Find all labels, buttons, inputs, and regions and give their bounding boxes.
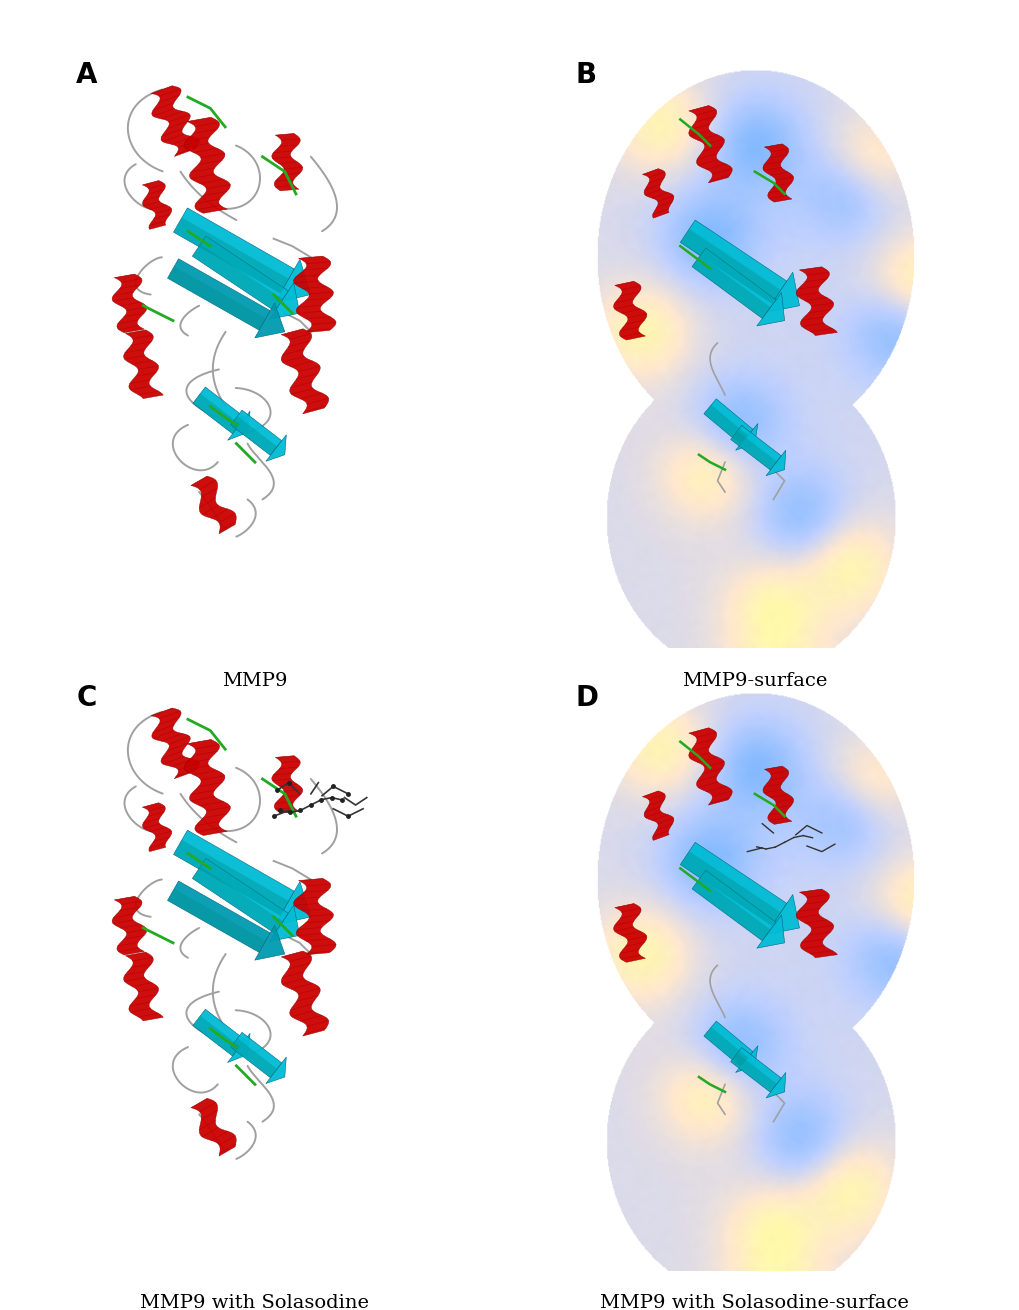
Polygon shape (143, 803, 171, 852)
Polygon shape (691, 255, 769, 318)
Polygon shape (765, 451, 785, 476)
Text: D: D (576, 684, 598, 711)
Polygon shape (735, 1045, 757, 1073)
Polygon shape (688, 728, 732, 806)
Polygon shape (703, 405, 747, 444)
Polygon shape (762, 766, 793, 824)
Text: MMP9 with Solasodine-surface: MMP9 with Solasodine-surface (600, 1294, 908, 1310)
Polygon shape (691, 878, 769, 941)
Polygon shape (293, 257, 335, 333)
Polygon shape (193, 236, 288, 312)
Polygon shape (796, 267, 837, 335)
Polygon shape (167, 266, 266, 330)
Polygon shape (167, 888, 266, 952)
Text: A: A (76, 62, 98, 89)
Polygon shape (266, 1057, 286, 1083)
Polygon shape (680, 852, 781, 926)
Text: MMP9-surface: MMP9-surface (682, 672, 826, 690)
Polygon shape (269, 905, 300, 942)
Polygon shape (756, 292, 784, 326)
Polygon shape (703, 1020, 752, 1066)
Polygon shape (266, 435, 286, 461)
Polygon shape (193, 244, 282, 312)
Polygon shape (293, 879, 335, 955)
Polygon shape (680, 229, 781, 304)
Polygon shape (730, 431, 776, 470)
Polygon shape (765, 272, 799, 312)
Polygon shape (193, 393, 239, 434)
Polygon shape (762, 144, 793, 202)
Polygon shape (730, 1048, 781, 1093)
Polygon shape (275, 882, 311, 925)
Text: C: C (76, 684, 97, 711)
Polygon shape (173, 840, 288, 916)
Polygon shape (703, 1027, 747, 1066)
Text: B: B (576, 62, 596, 89)
Polygon shape (271, 756, 303, 814)
Polygon shape (230, 1032, 281, 1078)
Polygon shape (271, 134, 303, 191)
Polygon shape (735, 423, 757, 451)
Polygon shape (613, 904, 646, 963)
Polygon shape (151, 86, 200, 156)
Polygon shape (255, 925, 284, 960)
Polygon shape (151, 709, 200, 778)
Polygon shape (183, 118, 230, 214)
Polygon shape (680, 842, 786, 926)
Polygon shape (730, 1053, 776, 1093)
Polygon shape (183, 740, 230, 836)
Polygon shape (230, 1039, 277, 1078)
Polygon shape (642, 791, 674, 841)
Polygon shape (123, 330, 163, 398)
Polygon shape (765, 1073, 785, 1098)
Polygon shape (691, 248, 775, 318)
Polygon shape (167, 882, 270, 952)
Polygon shape (613, 282, 646, 341)
Polygon shape (275, 259, 311, 303)
Polygon shape (227, 1034, 250, 1062)
Polygon shape (173, 217, 288, 293)
Polygon shape (642, 169, 674, 219)
Polygon shape (796, 889, 837, 958)
Polygon shape (230, 410, 281, 456)
Polygon shape (193, 858, 288, 934)
Polygon shape (730, 426, 781, 470)
Polygon shape (193, 1009, 245, 1056)
Polygon shape (703, 398, 752, 444)
Polygon shape (193, 1015, 239, 1056)
Polygon shape (680, 220, 786, 304)
Polygon shape (112, 896, 147, 955)
Polygon shape (193, 866, 282, 934)
Polygon shape (227, 411, 250, 440)
Polygon shape (281, 329, 328, 414)
Polygon shape (112, 274, 147, 333)
Text: MMP9 with Solasodine: MMP9 with Solasodine (141, 1294, 369, 1310)
Polygon shape (269, 283, 300, 320)
Polygon shape (691, 870, 775, 941)
Polygon shape (281, 951, 328, 1036)
Polygon shape (230, 417, 277, 456)
Polygon shape (173, 208, 294, 293)
Polygon shape (123, 952, 163, 1020)
Polygon shape (688, 106, 732, 183)
Polygon shape (193, 386, 245, 434)
Polygon shape (167, 259, 270, 330)
Polygon shape (756, 914, 784, 948)
Polygon shape (191, 476, 236, 534)
Text: MMP9: MMP9 (222, 672, 287, 690)
Polygon shape (191, 1098, 236, 1157)
Polygon shape (765, 895, 799, 934)
Polygon shape (173, 831, 294, 916)
Polygon shape (255, 303, 284, 338)
Polygon shape (143, 181, 171, 229)
